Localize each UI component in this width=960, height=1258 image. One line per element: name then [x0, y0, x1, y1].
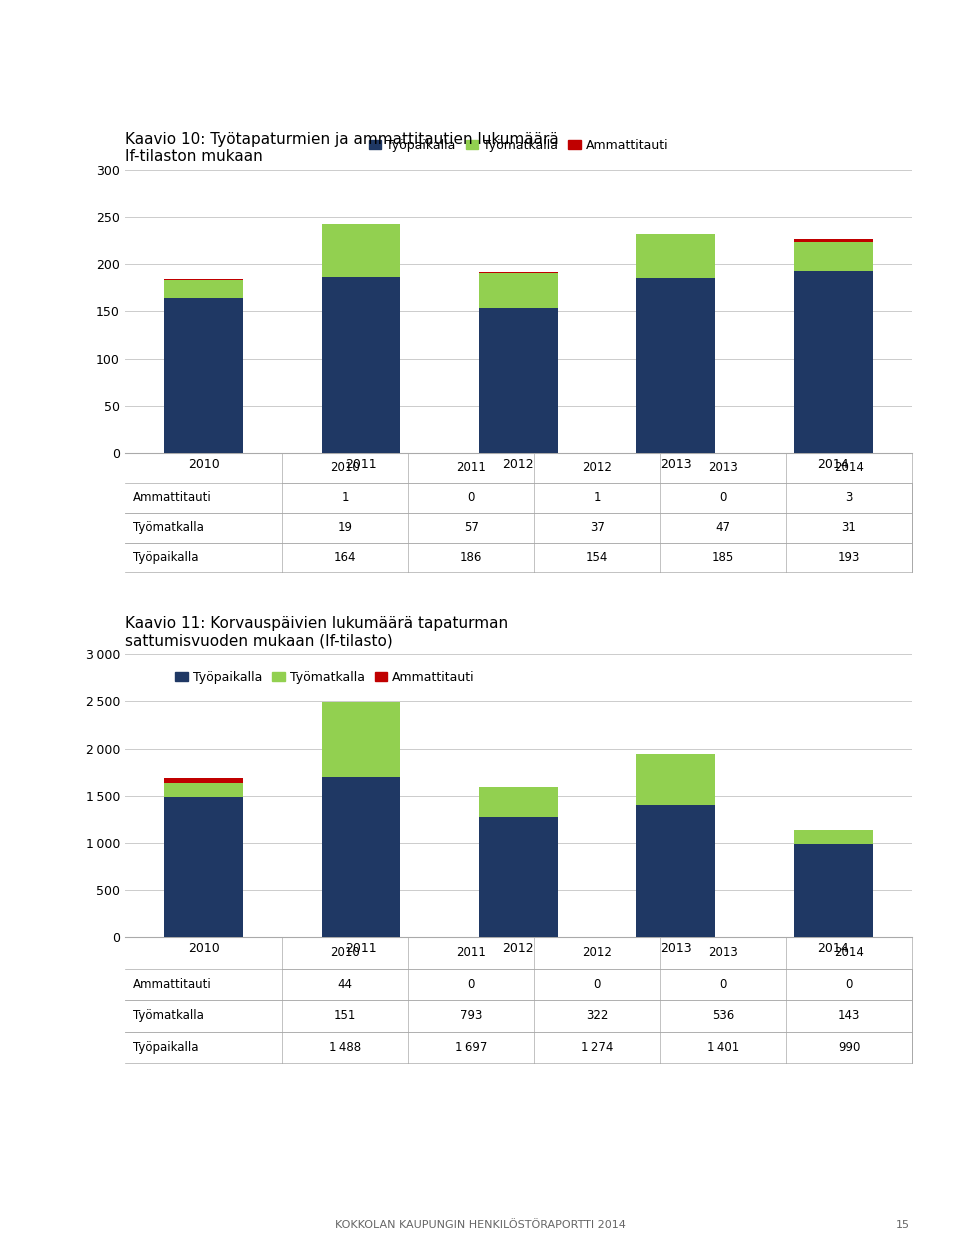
Bar	[164, 298, 243, 453]
Bar	[479, 816, 558, 937]
Bar	[164, 796, 243, 937]
Text: 2011: 2011	[456, 946, 486, 960]
Text: 1 488: 1 488	[329, 1040, 361, 1054]
Bar	[479, 273, 558, 307]
Text: 2011: 2011	[456, 462, 486, 474]
Text: 0: 0	[468, 977, 475, 991]
Text: 0: 0	[719, 977, 727, 991]
Text: 44: 44	[338, 977, 352, 991]
Text: 0: 0	[593, 977, 601, 991]
Text: 164: 164	[334, 551, 356, 564]
Text: 47: 47	[715, 521, 731, 535]
Legend: Työpaikalla, Työmatkalla, Ammattitauti: Työpaikalla, Työmatkalla, Ammattitauti	[171, 665, 480, 689]
Bar	[479, 307, 558, 453]
Bar	[479, 786, 558, 816]
Text: 2010: 2010	[330, 946, 360, 960]
Text: 0: 0	[468, 491, 475, 504]
Text: 31: 31	[842, 521, 856, 535]
Text: 185: 185	[712, 551, 734, 564]
Text: 0: 0	[719, 491, 727, 504]
Text: 2013: 2013	[708, 462, 738, 474]
Bar	[322, 224, 400, 277]
Bar	[322, 777, 400, 937]
Text: 186: 186	[460, 551, 482, 564]
Text: 15: 15	[896, 1220, 909, 1230]
Text: Kaavio 10: Työtapaturmien ja ammattitautien lukumäärä
If-tilaston mukaan: Kaavio 10: Työtapaturmien ja ammattitaut…	[125, 132, 559, 165]
Text: 1 697: 1 697	[455, 1040, 488, 1054]
Text: 990: 990	[838, 1040, 860, 1054]
Text: 2013: 2013	[708, 946, 738, 960]
Bar	[636, 755, 715, 805]
Bar	[794, 830, 873, 844]
Text: Työpaikalla: Työpaikalla	[132, 551, 198, 564]
Text: Ammattitauti: Ammattitauti	[132, 491, 211, 504]
Text: KOKKOLAN KAUPUNGIN HENKILÖSTÖRAPORTTI 2014: KOKKOLAN KAUPUNGIN HENKILÖSTÖRAPORTTI 20…	[335, 1220, 625, 1230]
Text: 2012: 2012	[582, 462, 612, 474]
Text: 37: 37	[589, 521, 605, 535]
Text: 143: 143	[838, 1009, 860, 1023]
Bar	[322, 277, 400, 453]
Text: 1 401: 1 401	[707, 1040, 739, 1054]
Bar	[636, 278, 715, 453]
Text: 793: 793	[460, 1009, 482, 1023]
Text: Työmatkalla: Työmatkalla	[132, 521, 204, 535]
Text: 2014: 2014	[834, 946, 864, 960]
Text: 2010: 2010	[330, 462, 360, 474]
Text: Kaavio 11: Korvauspäivien lukumäärä tapaturman
sattumisvuoden mukaan (If-tilasto: Kaavio 11: Korvauspäivien lukumäärä tapa…	[125, 616, 508, 649]
Text: 1: 1	[342, 491, 349, 504]
Text: 1: 1	[593, 491, 601, 504]
Bar	[636, 234, 715, 278]
Text: 154: 154	[586, 551, 609, 564]
Text: 2012: 2012	[582, 946, 612, 960]
Text: 193: 193	[838, 551, 860, 564]
Text: Työpaikalla: Työpaikalla	[132, 1040, 198, 1054]
Bar	[794, 242, 873, 270]
Text: 57: 57	[464, 521, 479, 535]
Bar	[322, 702, 400, 777]
Bar	[164, 281, 243, 298]
Text: 1 274: 1 274	[581, 1040, 613, 1054]
Bar	[794, 239, 873, 242]
Bar	[164, 779, 243, 782]
Bar	[164, 782, 243, 796]
Bar	[794, 844, 873, 937]
Text: 2014: 2014	[834, 462, 864, 474]
Bar	[636, 805, 715, 937]
Text: 0: 0	[846, 977, 852, 991]
Text: 3: 3	[846, 491, 852, 504]
Legend: Työpaikalla, Työmatkalla, Ammattitauti: Työpaikalla, Työmatkalla, Ammattitauti	[364, 133, 673, 157]
Text: Työmatkalla: Työmatkalla	[132, 1009, 204, 1023]
Text: 322: 322	[586, 1009, 609, 1023]
Text: 19: 19	[338, 521, 352, 535]
Text: 536: 536	[712, 1009, 734, 1023]
Text: 151: 151	[334, 1009, 356, 1023]
Text: Ammattitauti: Ammattitauti	[132, 977, 211, 991]
Bar	[794, 270, 873, 453]
